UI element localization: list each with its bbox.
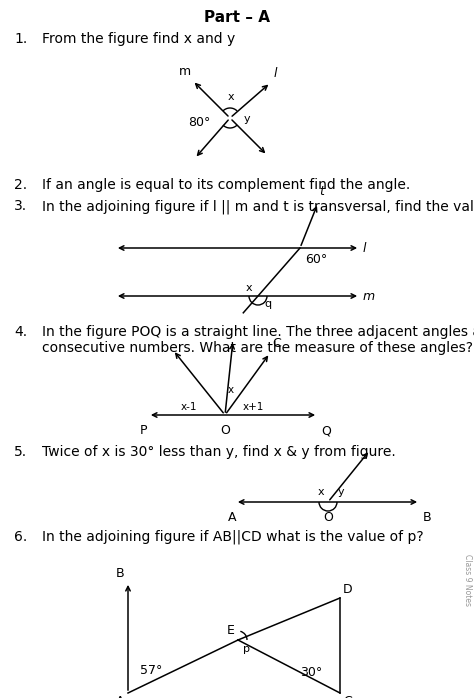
Text: m: m bbox=[363, 290, 375, 302]
Text: 30°: 30° bbox=[300, 667, 322, 679]
Text: l: l bbox=[363, 242, 366, 255]
Text: In the adjoining figure if l || m and t is transversal, find the value of x.: In the adjoining figure if l || m and t … bbox=[42, 199, 474, 214]
Text: Class 9 Notes: Class 9 Notes bbox=[464, 554, 473, 606]
Text: P: P bbox=[140, 424, 148, 437]
Text: O: O bbox=[323, 511, 333, 524]
Text: A: A bbox=[116, 695, 124, 698]
Text: B: B bbox=[423, 511, 432, 524]
Text: 4.: 4. bbox=[14, 325, 27, 339]
Text: 60°: 60° bbox=[305, 253, 327, 266]
Text: D: D bbox=[343, 583, 353, 596]
Text: If an angle is equal to its complement find the angle.: If an angle is equal to its complement f… bbox=[42, 178, 410, 192]
Text: From the figure find x and y: From the figure find x and y bbox=[42, 32, 235, 46]
Text: x+1: x+1 bbox=[243, 402, 264, 412]
Text: x-1: x-1 bbox=[181, 402, 197, 412]
Text: y: y bbox=[338, 487, 345, 497]
Text: p: p bbox=[243, 644, 250, 654]
Text: x: x bbox=[228, 385, 234, 395]
Text: x: x bbox=[318, 487, 324, 497]
Text: C: C bbox=[272, 337, 281, 350]
Text: 5.: 5. bbox=[14, 445, 27, 459]
Text: 80°: 80° bbox=[189, 115, 211, 128]
Text: 1.: 1. bbox=[14, 32, 27, 46]
Text: m: m bbox=[178, 64, 191, 77]
Text: x: x bbox=[228, 92, 234, 102]
Text: In the adjoining figure if AB||CD what is the value of p?: In the adjoining figure if AB||CD what i… bbox=[42, 530, 424, 544]
Text: Part – A: Part – A bbox=[204, 10, 270, 25]
Text: O: O bbox=[220, 424, 230, 437]
Text: Q: Q bbox=[321, 424, 331, 437]
Text: q: q bbox=[264, 299, 271, 309]
Text: x: x bbox=[246, 283, 252, 293]
Text: E: E bbox=[227, 624, 235, 637]
Text: Twice of x is 30° less than y, find x & y from figure.: Twice of x is 30° less than y, find x & … bbox=[42, 445, 396, 459]
Text: B: B bbox=[115, 567, 124, 580]
Text: 2.: 2. bbox=[14, 178, 27, 192]
Text: 6.: 6. bbox=[14, 530, 27, 544]
Text: 3.: 3. bbox=[14, 199, 27, 213]
Text: 57°: 57° bbox=[140, 664, 163, 678]
Text: t: t bbox=[319, 185, 324, 198]
Text: y: y bbox=[244, 114, 251, 124]
Text: C: C bbox=[343, 695, 352, 698]
Text: A: A bbox=[228, 511, 236, 524]
Text: In the figure POQ is a straight line. The three adjacent angles are
consecutive : In the figure POQ is a straight line. Th… bbox=[42, 325, 474, 355]
Text: $\it{l}$: $\it{l}$ bbox=[273, 66, 278, 80]
